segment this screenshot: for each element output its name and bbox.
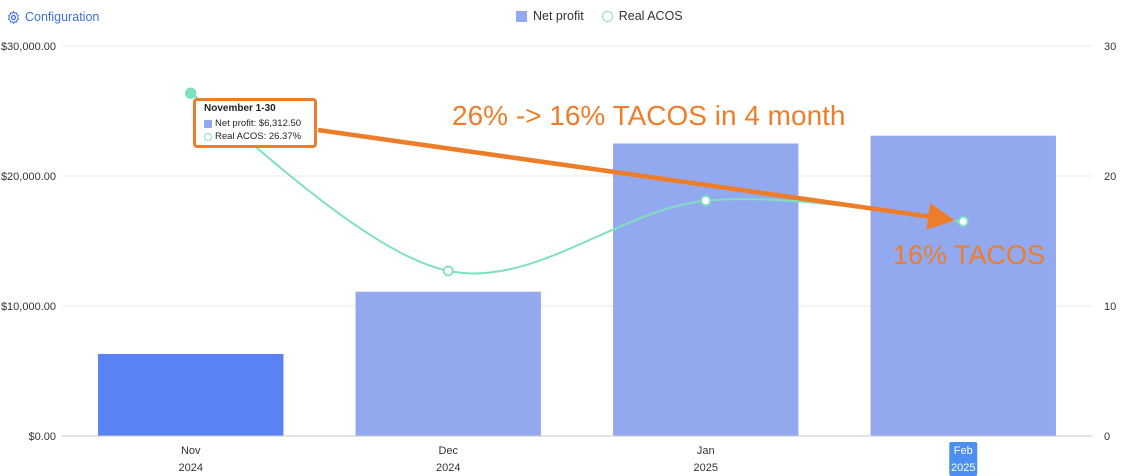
- x-tick-label-year: 2025: [694, 462, 718, 474]
- bar: [613, 143, 799, 436]
- gear-icon: [7, 10, 20, 24]
- legend-label-real-acos: Real ACOS: [618, 9, 683, 23]
- x-tick-label-year: 2024: [179, 462, 203, 474]
- tooltip-net-profit-text: Net profit: $6,312.50: [215, 118, 302, 129]
- configuration-link[interactable]: Configuration: [6, 8, 99, 26]
- x-tick-label-month: Nov: [181, 445, 201, 457]
- tooltip-title: November 1-30: [204, 103, 276, 114]
- bar: [355, 291, 541, 436]
- annotation-headline: 26% -> 16% TACOS in 4 month: [452, 100, 846, 131]
- chart-legend: Net profit Real ACOS: [516, 9, 683, 23]
- y-tick-label-right: 10: [1104, 301, 1116, 313]
- annotation-current-tacos: 16% TACOS: [893, 240, 1046, 270]
- tooltip-row-real-acos: Real ACOS: 26.37%: [204, 130, 306, 143]
- chart-tooltip: November 1-30 Net profit: $6,312.50 Real…: [193, 98, 317, 148]
- y-tick-label-right: 20: [1104, 171, 1116, 183]
- acos-point: [957, 216, 969, 227]
- bar: [870, 135, 1056, 436]
- legend-square-icon: [516, 10, 527, 22]
- configuration-label: Configuration: [25, 10, 100, 24]
- tooltip-row-net-profit: Net profit: $6,312.50: [204, 117, 306, 130]
- acos-point: [700, 195, 712, 207]
- x-tick-label-month: Jan: [697, 445, 715, 457]
- legend-item-net-profit[interactable]: Net profit: [516, 9, 584, 23]
- legend-label-net-profit: Net profit: [533, 9, 584, 23]
- y-tick-label-left: $30,000.00: [1, 41, 56, 53]
- tooltip-real-acos-text: Real ACOS: 26.37%: [215, 131, 302, 142]
- x-tick-label-month: Dec: [438, 445, 458, 457]
- acos-point: [442, 265, 454, 277]
- annotation-arrow: [317, 127, 955, 230]
- y-tick-label-right: 0: [1104, 431, 1110, 443]
- legend-item-real-acos[interactable]: Real ACOS: [601, 9, 683, 23]
- x-tick-label-year: 2024: [436, 462, 460, 474]
- y-tick-label-left: $10,000.00: [1, 301, 56, 313]
- tooltip-circle-icon: [204, 132, 212, 141]
- legend-circle-icon: [601, 10, 613, 22]
- tooltip-square-icon: [204, 119, 212, 128]
- acos-point: [185, 87, 197, 99]
- y-tick-label-left: $20,000.00: [1, 171, 56, 183]
- y-tick-label-left: $0.00: [28, 431, 56, 443]
- selected-tick-highlight: [949, 442, 978, 476]
- bar: [98, 353, 284, 436]
- y-tick-label-right: 30: [1104, 41, 1116, 53]
- x-tick-label-month: Feb: [954, 445, 973, 457]
- x-tick-label-year: 2025: [951, 462, 975, 474]
